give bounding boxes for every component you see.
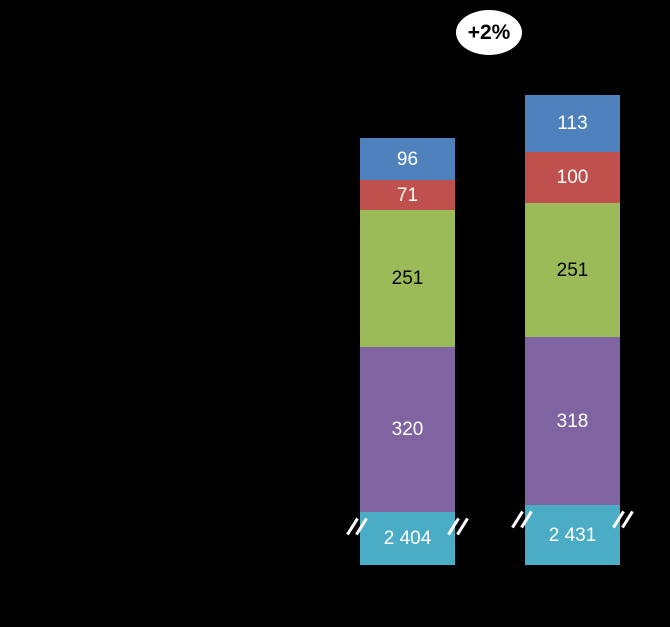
segment-value: 320 [391,419,424,440]
segment-value: 318 [556,410,589,432]
segment-green: 251 [525,203,620,337]
segment-purple: 318 [525,337,620,505]
segment-value: 251 [391,268,424,289]
segment-value: 96 [396,148,419,170]
segment-red: 71 [360,180,455,210]
axis-break-icon [447,517,469,536]
axis-break-icon [511,510,533,529]
segment-value: 2 404 [383,528,432,549]
growth-badge-label: +2% [467,20,511,44]
growth-badge: +2% [455,9,523,56]
segment-value: 71 [396,184,419,206]
segment-value: 2 431 [548,524,597,546]
segment-value: 100 [556,167,589,188]
segment-red: 100 [525,152,620,203]
segment-teal: 2 404 [346,512,469,565]
stacked-bar-left: 96 71 251 320 2 404 [346,138,469,565]
segment-value: 251 [556,259,589,281]
segment-green: 251 [360,210,455,347]
axis-break-icon [346,517,368,536]
segment-purple: 320 [360,347,455,512]
segment-blue: 113 [525,95,620,152]
segment-value: 113 [557,113,588,134]
stacked-bar-right: 113 100 251 318 2 431 [511,95,634,565]
segment-teal: 2 431 [511,505,634,565]
axis-break-icon [612,510,634,529]
segment-blue: 96 [360,138,455,180]
